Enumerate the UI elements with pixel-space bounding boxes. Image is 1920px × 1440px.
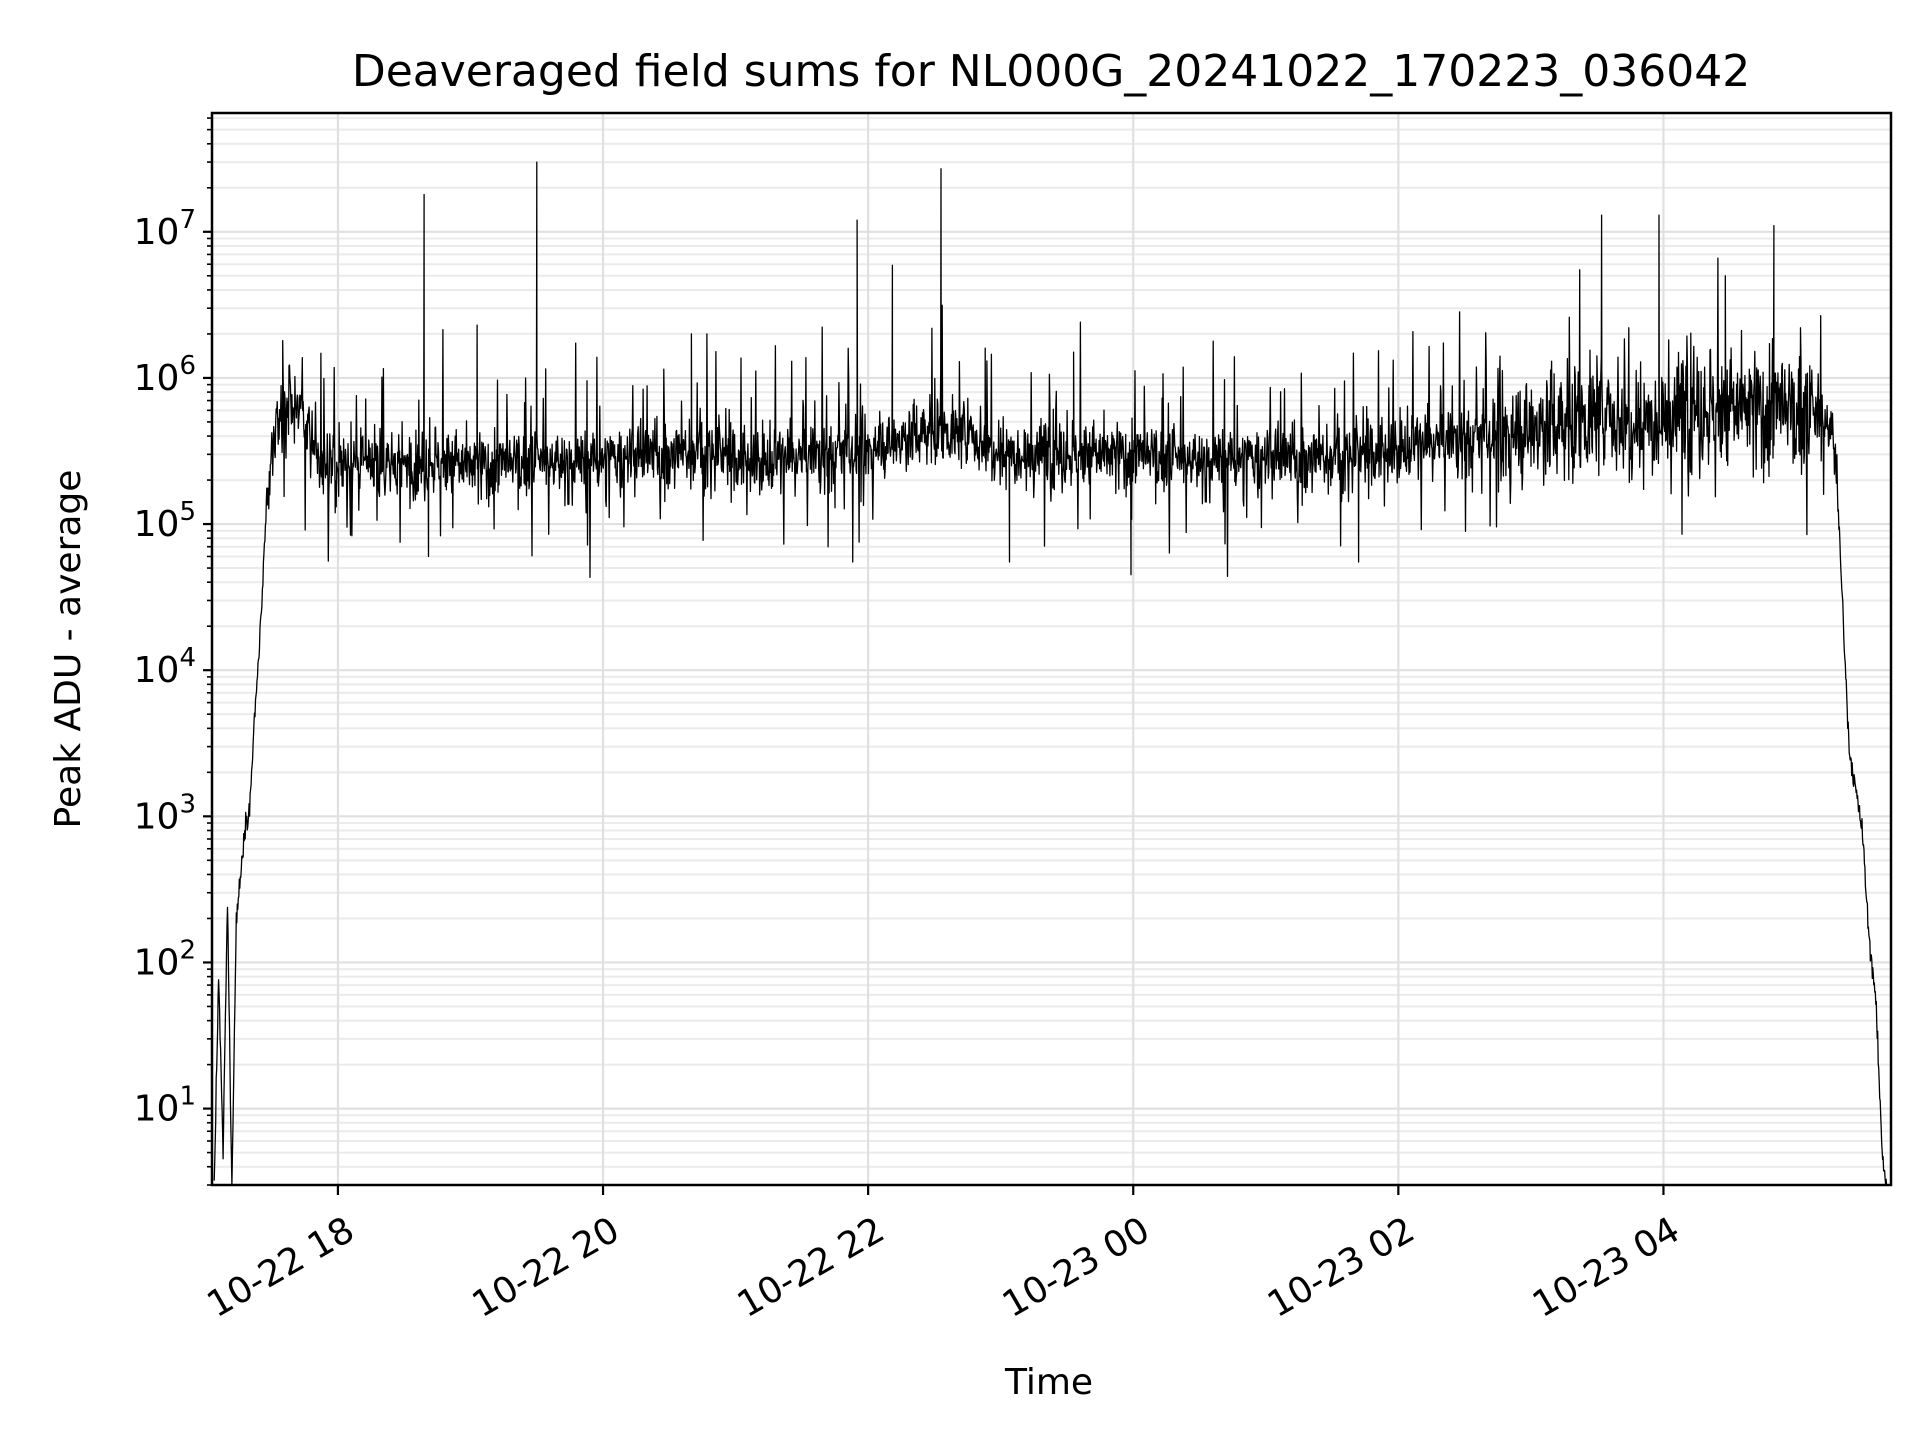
chart-title: Deaveraged field sums for NL000G_2024102… bbox=[352, 46, 1750, 97]
y-tick-exponent: 4 bbox=[179, 643, 196, 673]
y-tick-label: 101 bbox=[134, 1082, 196, 1130]
y-tick-exponent: 6 bbox=[179, 351, 196, 381]
y-tick-base: 10 bbox=[134, 796, 180, 837]
y-tick-label: 105 bbox=[134, 497, 196, 545]
plot-frame bbox=[210, 111, 1893, 1187]
y-tick-label: 103 bbox=[134, 789, 196, 837]
y-tick-label: 106 bbox=[134, 351, 196, 399]
y-tick-base: 10 bbox=[134, 504, 180, 545]
y-tick-label: 102 bbox=[134, 935, 196, 983]
y-tick-exponent: 2 bbox=[179, 935, 196, 965]
series-line bbox=[214, 162, 1886, 1185]
y-tick-exponent: 1 bbox=[179, 1082, 196, 1112]
y-tick-label: 107 bbox=[134, 205, 196, 253]
y-tick-exponent: 3 bbox=[179, 789, 196, 819]
y-tick-base: 10 bbox=[134, 650, 180, 691]
y-tick-base: 10 bbox=[134, 212, 180, 253]
y-tick-base: 10 bbox=[134, 942, 180, 983]
y-axis-label: Peak ADU - average bbox=[48, 470, 89, 829]
y-tick-base: 10 bbox=[134, 1089, 180, 1130]
y-tick-label: 104 bbox=[134, 643, 196, 691]
y-tick-exponent: 7 bbox=[179, 205, 196, 235]
series-layer bbox=[214, 162, 1886, 1185]
y-tick-base: 10 bbox=[134, 358, 180, 399]
x-axis-label: Time bbox=[1004, 1362, 1093, 1403]
y-tick-exponent: 5 bbox=[179, 497, 196, 527]
